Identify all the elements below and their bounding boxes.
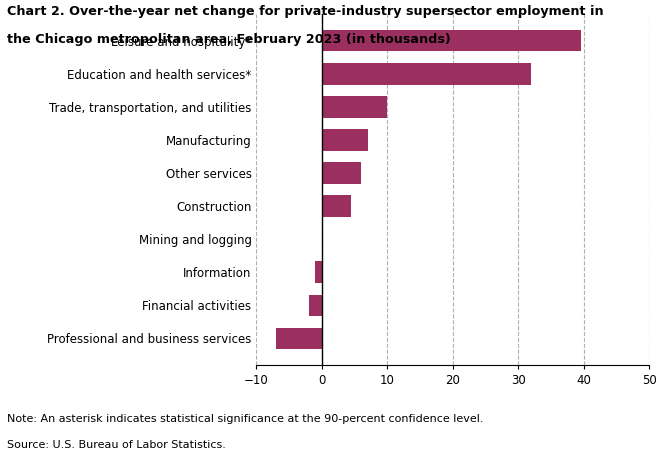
Bar (309, 294, 322, 316)
Bar (322, 63, 531, 85)
Text: Chart 2. Over-the-year net change for private-industry supersector employment in: Chart 2. Over-the-year net change for pr… (7, 5, 603, 18)
Bar (322, 129, 368, 151)
Bar (322, 30, 581, 51)
Bar (276, 328, 322, 349)
Bar (322, 162, 361, 184)
Text: Note: An asterisk indicates statistical significance at the 90-percent confidenc: Note: An asterisk indicates statistical … (7, 414, 483, 424)
Bar (322, 96, 388, 117)
Text: Source: U.S. Bureau of Labor Statistics.: Source: U.S. Bureau of Labor Statistics. (7, 440, 226, 450)
Bar (316, 262, 322, 283)
Bar (322, 195, 352, 217)
Text: the Chicago metropolitan area, February 2023 (in thousands): the Chicago metropolitan area, February … (7, 33, 450, 46)
